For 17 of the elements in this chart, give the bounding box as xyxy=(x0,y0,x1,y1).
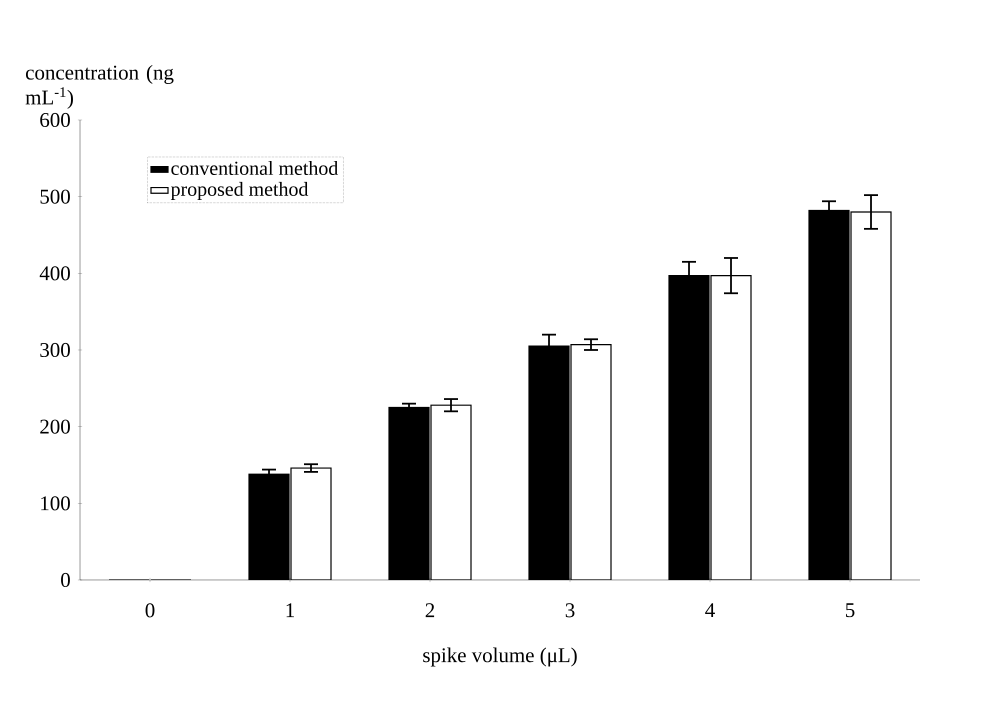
x-tick-label: 4 xyxy=(705,603,715,618)
y-tick-label: 300 xyxy=(40,342,70,358)
y-tick-label: 0 xyxy=(61,572,70,588)
y-tick-label: 600 xyxy=(40,112,70,128)
y-tick-label: 500 xyxy=(40,190,70,204)
y-axis-title: concentration (ng mL$^{-1}$) xyxy=(26,64,174,109)
x-tick-label: 0 xyxy=(146,603,154,618)
y-tick-label: 200 xyxy=(40,420,70,434)
x-tick-label: 1 xyxy=(286,603,294,618)
x-axis-title: spike volume (μL) xyxy=(423,648,577,667)
legend-label: conventional method xyxy=(171,160,338,175)
y-tick-label: 100 xyxy=(41,496,70,510)
x-tick-label: 3 xyxy=(566,603,574,618)
y-tick-label: 400 xyxy=(40,266,70,280)
x-tick-label: 2 xyxy=(426,603,434,618)
legend-label: proposed method xyxy=(170,182,308,200)
x-tick-label: 5 xyxy=(846,603,854,618)
